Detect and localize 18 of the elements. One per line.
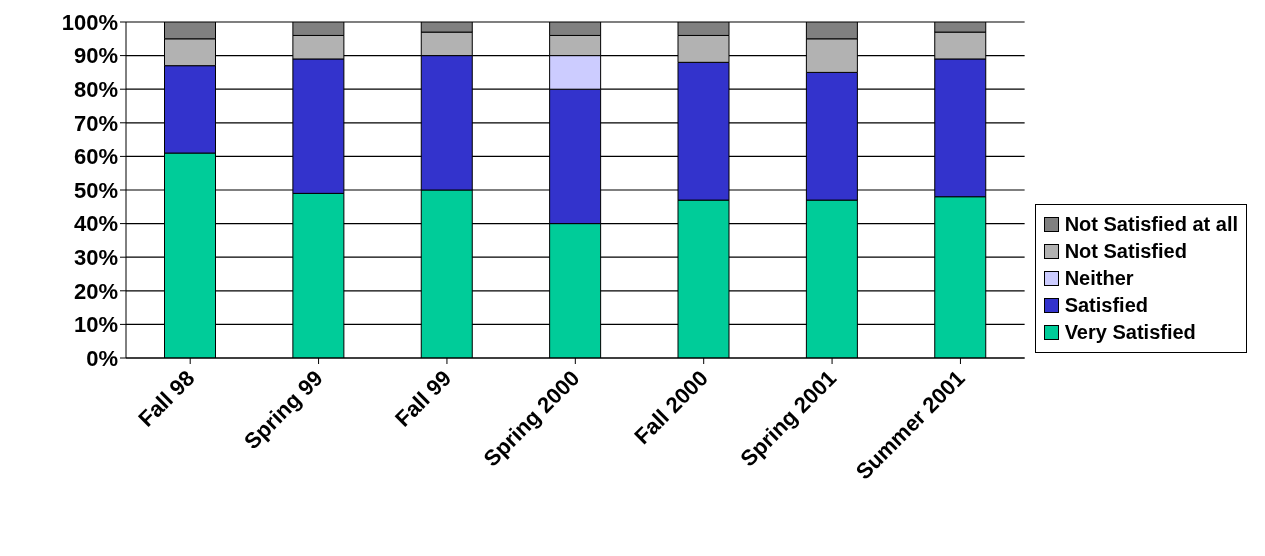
y-tick-label: 70% [73,110,118,136]
y-tick-label: 10% [73,312,118,338]
y-tick-label: 80% [73,77,118,103]
legend-label: Very Satisfied [1064,320,1196,344]
y-tick-label: 20% [73,278,118,304]
legend-label: Satisfied [1064,293,1148,317]
y-tick-label: 40% [73,211,118,237]
legend-label: Not Satisfied at all [1064,212,1238,236]
y-tick-label: 90% [73,43,118,69]
y-tick-label: 50% [73,177,118,203]
y-tick-label: 0% [86,345,118,371]
x-tick-label: Fall 99 [390,365,457,432]
y-tick-label: 100% [61,9,118,35]
y-tick-label: 30% [73,245,118,271]
y-tick-label: 60% [73,144,118,170]
x-tick-label: Fall 98 [133,365,200,432]
legend-label: Not Satisfied [1064,239,1187,263]
legend-label: Neither [1064,266,1134,290]
